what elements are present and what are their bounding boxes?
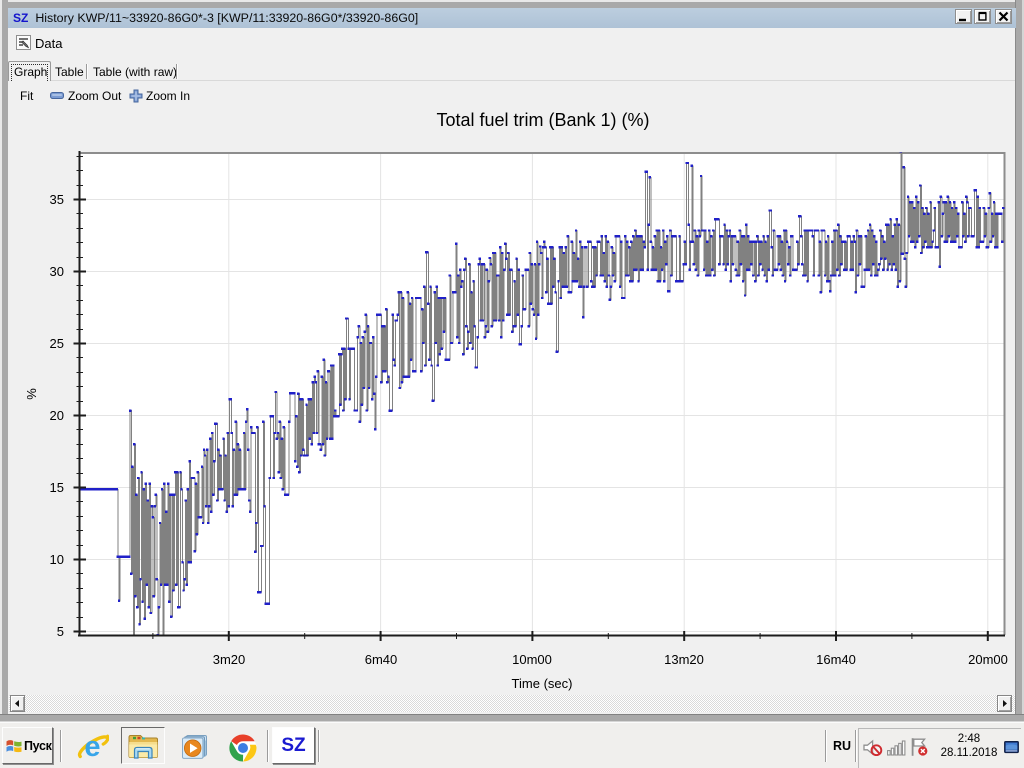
svg-text:5: 5 [57, 624, 64, 639]
svg-text:35: 35 [50, 192, 64, 207]
svg-text:Time (sec): Time (sec) [512, 676, 573, 691]
svg-text:3m20: 3m20 [213, 652, 246, 667]
svg-text:6m40: 6m40 [365, 652, 398, 667]
svg-text:15: 15 [50, 480, 64, 495]
svg-text:%: % [24, 388, 39, 400]
svg-text:Total fuel trim (Bank 1) (%): Total fuel trim (Bank 1) (%) [436, 110, 649, 130]
svg-text:10: 10 [50, 552, 64, 567]
svg-text:13m20: 13m20 [664, 652, 704, 667]
svg-text:20: 20 [50, 408, 64, 423]
svg-text:20m00: 20m00 [968, 652, 1008, 667]
svg-text:16m40: 16m40 [816, 652, 856, 667]
svg-text:10m00: 10m00 [512, 652, 552, 667]
svg-text:30: 30 [50, 264, 64, 279]
svg-text:e: e [84, 731, 100, 762]
svg-text:25: 25 [50, 336, 64, 351]
